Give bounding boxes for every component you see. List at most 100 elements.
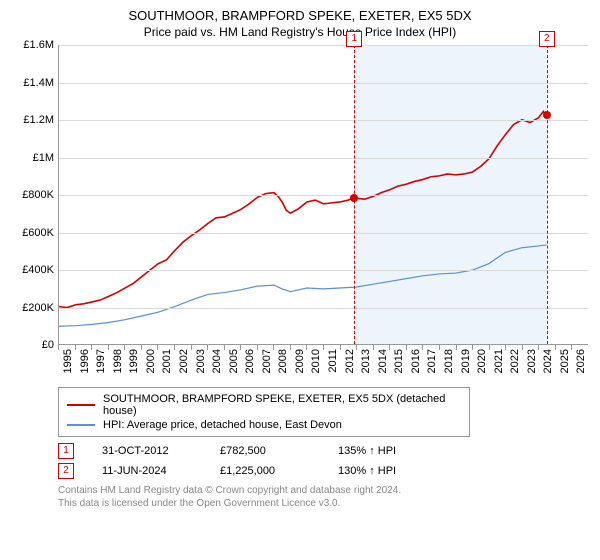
x-tick [439, 345, 440, 350]
x-tick [456, 345, 457, 350]
x-tick [489, 345, 490, 350]
sale-point [543, 111, 551, 119]
sale-marker: 2 [58, 463, 74, 479]
attribution-line1: Contains HM Land Registry data © Crown c… [58, 485, 590, 498]
legend-label: HPI: Average price, detached house, East… [103, 419, 342, 431]
gridline [59, 45, 588, 46]
legend-swatch [67, 404, 95, 406]
x-tick [191, 345, 192, 350]
legend-label: SOUTHMOOR, BRAMPFORD SPEKE, EXETER, EX5 … [103, 393, 461, 417]
x-tick-label: 2025 [559, 349, 571, 373]
legend-swatch [67, 424, 95, 426]
x-tick [257, 345, 258, 350]
x-tick-label: 2001 [161, 349, 173, 373]
x-tick [240, 345, 241, 350]
x-tick [472, 345, 473, 350]
x-tick-label: 2020 [476, 349, 488, 373]
x-tick [108, 345, 109, 350]
y-tick-label: £400K [22, 264, 54, 276]
x-tick-label: 2019 [460, 349, 472, 373]
gridline [59, 83, 588, 84]
x-tick-label: 2011 [327, 349, 339, 373]
sale-hpi-pct: 135% ↑ HPI [338, 445, 396, 457]
x-tick-label: 2004 [211, 349, 223, 373]
x-tick [58, 345, 59, 350]
x-tick-label: 2023 [526, 349, 538, 373]
x-tick-label: 2015 [393, 349, 405, 373]
x-tick [555, 345, 556, 350]
gridline [59, 270, 588, 271]
x-tick-label: 2009 [294, 349, 306, 373]
x-tick [522, 345, 523, 350]
x-tick-label: 2006 [244, 349, 256, 373]
x-tick-label: 2008 [277, 349, 289, 373]
attribution-line2: This data is licensed under the Open Gov… [58, 498, 590, 511]
x-tick-label: 2022 [509, 349, 521, 373]
x-tick [340, 345, 341, 350]
series-hpi [59, 245, 547, 326]
plot-area: 12 [58, 45, 588, 345]
x-tick-label: 1998 [112, 349, 124, 373]
y-tick-label: £0 [42, 339, 54, 351]
sale-date: 11-JUN-2024 [102, 465, 192, 477]
x-tick [306, 345, 307, 350]
x-tick-label: 1997 [95, 349, 107, 373]
gridline [59, 120, 588, 121]
x-tick-label: 2013 [360, 349, 372, 373]
sales-table: 131-OCT-2012£782,500135% ↑ HPI211-JUN-20… [58, 441, 590, 481]
x-tick-label: 2002 [178, 349, 190, 373]
series-property [59, 111, 546, 307]
sale-price: £1,225,000 [220, 465, 310, 477]
sale-marker-box: 1 [346, 31, 362, 47]
x-tick [505, 345, 506, 350]
x-tick [323, 345, 324, 350]
x-tick [91, 345, 92, 350]
title-block: SOUTHMOOR, BRAMPFORD SPEKE, EXETER, EX5 … [10, 8, 590, 39]
sale-date: 31-OCT-2012 [102, 445, 192, 457]
gridline [59, 158, 588, 159]
x-tick [124, 345, 125, 350]
sale-hpi-pct: 130% ↑ HPI [338, 465, 396, 477]
x-tick [571, 345, 572, 350]
sale-point [350, 194, 358, 202]
x-tick-label: 2014 [377, 349, 389, 373]
x-tick [290, 345, 291, 350]
y-tick-label: £600K [22, 227, 54, 239]
x-tick [174, 345, 175, 350]
y-tick-label: £1.2M [23, 114, 54, 126]
sale-row: 2 11-JUN-2024 £1,225,000 130% ↑ HPI [58, 461, 590, 481]
x-tick-label: 1995 [62, 349, 74, 373]
x-tick [422, 345, 423, 350]
x-tick [373, 345, 374, 350]
y-tick-label: £1M [33, 152, 54, 164]
y-tick-label: £1.6M [23, 39, 54, 51]
legend-row: SOUTHMOOR, BRAMPFORD SPEKE, EXETER, EX5 … [67, 392, 461, 418]
x-tick-label: 2017 [426, 349, 438, 373]
chart-container: SOUTHMOOR, BRAMPFORD SPEKE, EXETER, EX5 … [0, 0, 600, 560]
x-tick [356, 345, 357, 350]
x-tick-label: 2005 [228, 349, 240, 373]
attribution: Contains HM Land Registry data © Crown c… [58, 485, 590, 510]
sale-price: £782,500 [220, 445, 310, 457]
x-tick [273, 345, 274, 350]
x-tick [141, 345, 142, 350]
y-tick-label: £1.4M [23, 77, 54, 89]
x-tick [75, 345, 76, 350]
gridline [59, 308, 588, 309]
y-tick-label: £800K [22, 189, 54, 201]
x-tick-label: 2021 [493, 349, 505, 373]
x-tick-label: 1996 [79, 349, 91, 373]
x-tick-label: 2016 [410, 349, 422, 373]
sale-marker-box: 2 [539, 31, 555, 47]
title-address: SOUTHMOOR, BRAMPFORD SPEKE, EXETER, EX5 … [10, 8, 590, 23]
legend-row: HPI: Average price, detached house, East… [67, 418, 461, 432]
sale-row: 131-OCT-2012£782,500135% ↑ HPI [58, 441, 590, 461]
x-tick [389, 345, 390, 350]
x-tick-label: 1999 [128, 349, 140, 373]
x-tick-label: 2010 [310, 349, 322, 373]
x-tick [406, 345, 407, 350]
x-tick-label: 2026 [575, 349, 587, 373]
chart-area: £0£200K£400K£600K£800K£1M£1.2M£1.4M£1.6M… [10, 45, 590, 385]
x-tick-label: 2003 [195, 349, 207, 373]
sale-vline [547, 45, 548, 344]
